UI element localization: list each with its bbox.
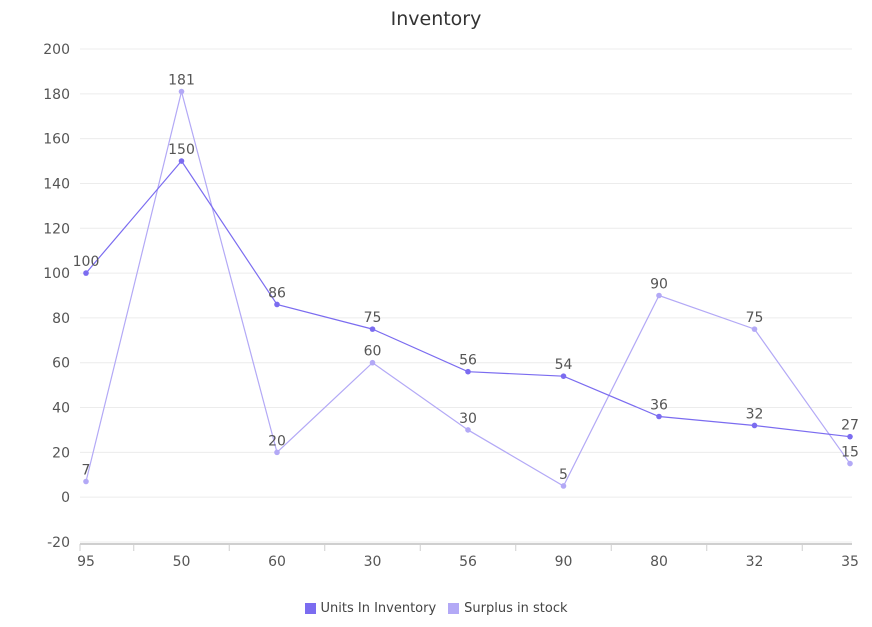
- data-point: [751, 326, 758, 332]
- y-tick-label: 140: [43, 176, 70, 192]
- data-point: [847, 433, 853, 440]
- x-tick-label: 50: [173, 554, 191, 570]
- y-tick-label: 0: [61, 490, 70, 506]
- legend-label: Surplus in stock: [464, 601, 568, 616]
- data-point: [274, 301, 280, 308]
- data-point: [274, 449, 280, 456]
- chart-title: Inventory: [390, 8, 482, 30]
- x-tick-label: 56: [459, 554, 477, 570]
- chart-legend: Units In Inventory Surplus in stock: [0, 601, 872, 616]
- y-tick-label: 180: [43, 87, 70, 103]
- x-tick-label: 35: [841, 554, 859, 570]
- x-tick-label: 95: [77, 554, 95, 570]
- data-label: 56: [459, 353, 477, 369]
- y-tick-label: -20: [47, 535, 70, 551]
- y-tick-label: 20: [52, 445, 70, 461]
- legend-swatch: [304, 603, 316, 614]
- data-point: [751, 422, 758, 429]
- series-line: [85, 160, 851, 438]
- data-point: [369, 326, 376, 332]
- data-point: [560, 373, 567, 379]
- data-point: [847, 460, 853, 467]
- data-label: 75: [746, 310, 764, 326]
- legend-label: Units In Inventory: [320, 601, 437, 616]
- data-label: 32: [746, 406, 764, 422]
- data-label: 54: [555, 357, 573, 373]
- legend-swatch: [448, 603, 460, 614]
- data-label: 27: [841, 418, 859, 434]
- legend-item[interactable]: Units In Inventory: [304, 601, 437, 616]
- data-label: 86: [268, 285, 286, 301]
- data-point: [83, 478, 89, 485]
- y-tick-label: 120: [43, 221, 70, 237]
- data-label: 7: [82, 462, 91, 478]
- y-tick-label: 60: [52, 356, 70, 372]
- data-point: [465, 368, 471, 375]
- data-label: 36: [650, 398, 668, 414]
- x-tick-label: 32: [746, 554, 764, 570]
- data-label: 181: [168, 73, 195, 89]
- data-point: [656, 292, 662, 299]
- y-tick-label: 80: [52, 311, 70, 327]
- x-tick-label: 60: [268, 554, 286, 570]
- data-point: [178, 158, 185, 164]
- data-point: [83, 270, 89, 276]
- legend-item[interactable]: Surplus in stock: [448, 601, 568, 616]
- data-label: 150: [168, 142, 195, 158]
- data-point: [369, 359, 376, 366]
- data-label: 90: [650, 277, 668, 293]
- data-label: 30: [459, 411, 477, 427]
- x-tick-label: 80: [650, 554, 668, 570]
- data-label: 20: [268, 433, 286, 449]
- y-tick-label: 100: [43, 266, 70, 282]
- data-label: 60: [364, 344, 382, 360]
- data-label: 100: [73, 254, 100, 270]
- x-tick-label: 30: [364, 554, 382, 570]
- data-point: [560, 483, 567, 489]
- y-tick-label: 40: [52, 401, 70, 417]
- y-tick-label: 160: [43, 132, 70, 148]
- data-point: [465, 427, 471, 433]
- x-tick-label: 90: [555, 554, 573, 570]
- data-label: 75: [364, 310, 382, 326]
- data-point: [656, 413, 662, 420]
- data-label: 5: [559, 467, 568, 483]
- data-point: [178, 88, 185, 95]
- y-tick-label: 200: [43, 42, 70, 58]
- data-label: 15: [841, 445, 859, 461]
